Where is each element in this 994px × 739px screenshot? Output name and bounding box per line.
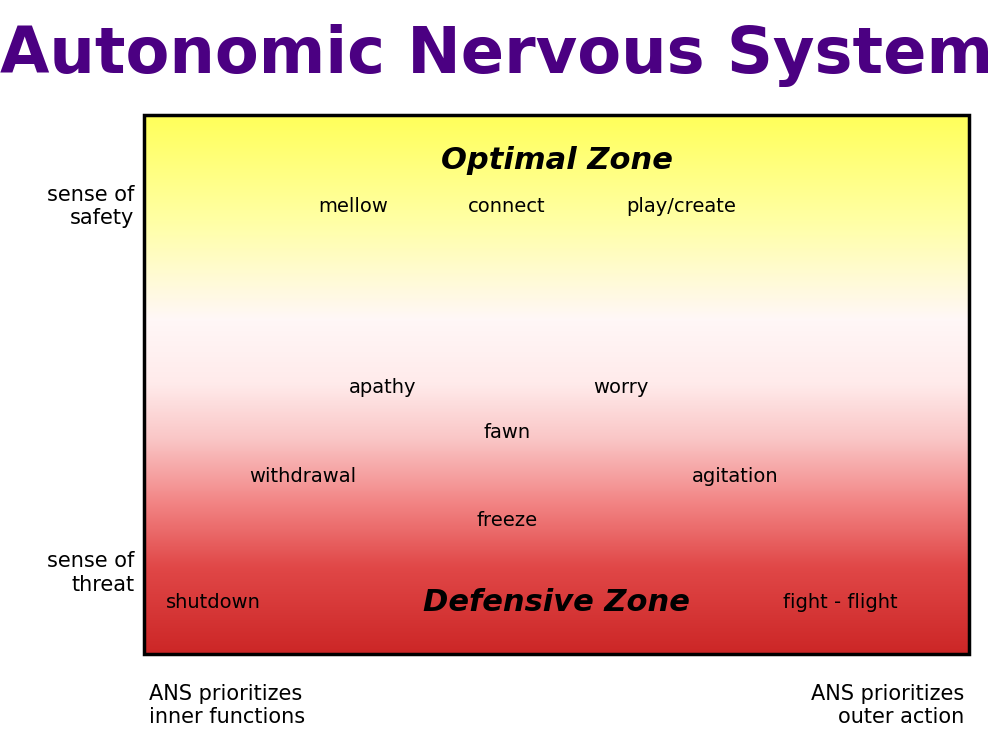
Text: Optimal Zone: Optimal Zone <box>440 146 673 175</box>
Text: ANS prioritizes
outer action: ANS prioritizes outer action <box>811 684 964 726</box>
Text: Defensive Zone: Defensive Zone <box>423 588 690 617</box>
Text: withdrawal: withdrawal <box>249 467 357 486</box>
Text: Autonomic Nervous System: Autonomic Nervous System <box>1 24 993 87</box>
Text: sense of
safety: sense of safety <box>47 185 134 228</box>
Bar <box>144 115 969 654</box>
Text: ANS prioritizes
inner functions: ANS prioritizes inner functions <box>149 684 305 726</box>
Text: freeze: freeze <box>476 511 538 531</box>
Text: worry: worry <box>593 378 649 398</box>
Text: play/create: play/create <box>626 197 736 217</box>
Text: fawn: fawn <box>483 423 531 442</box>
Text: fight - flight: fight - flight <box>782 593 898 612</box>
Text: sense of
threat: sense of threat <box>47 551 134 595</box>
Text: apathy: apathy <box>349 378 416 398</box>
Text: connect: connect <box>468 197 546 217</box>
Text: mellow: mellow <box>318 197 388 217</box>
Text: shutdown: shutdown <box>166 593 261 612</box>
Text: agitation: agitation <box>692 467 779 486</box>
